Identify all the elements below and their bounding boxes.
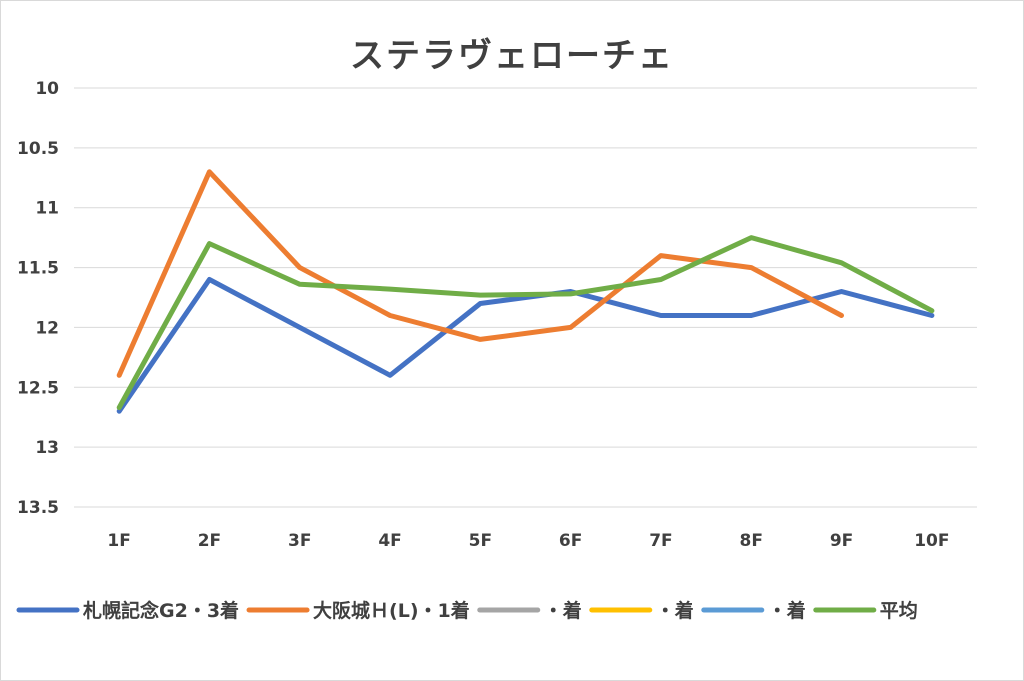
legend-label-0: 札幌記念G2・3着	[82, 599, 239, 622]
x-tick-label: 6F	[559, 531, 582, 551]
x-tick-label: 7F	[649, 531, 672, 551]
y-tick-label: 10	[35, 79, 59, 99]
x-tick-label: 5F	[469, 531, 492, 551]
legend-label-3: ・着	[656, 599, 694, 622]
gridlines	[74, 87, 977, 508]
x-tick-label: 9F	[830, 531, 853, 551]
legend-label-2: ・着	[544, 599, 582, 622]
chart-title: ステラヴェローチェ	[350, 36, 674, 76]
y-tick-label: 13	[35, 438, 59, 458]
legend-label-4: ・着	[768, 599, 806, 622]
y-tick-label: 11	[35, 199, 59, 219]
y-axis-ticks: 10 10.5 11 11.5 12 12.5 13 13.5	[17, 79, 59, 518]
legend: 札幌記念G2・3着 大阪城Ｈ(L)・1着 ・着 ・着 ・着 平均	[16, 599, 918, 622]
series-line-1	[116, 169, 844, 378]
x-tick-label: 4F	[378, 531, 401, 551]
y-tick-label: 12	[35, 318, 59, 338]
x-tick-label: 1F	[107, 531, 130, 551]
y-tick-label: 13.5	[17, 498, 59, 518]
x-tick-label: 2F	[198, 531, 221, 551]
y-tick-label: 12.5	[17, 378, 59, 398]
legend-label-1: 大阪城Ｈ(L)・1着	[313, 599, 470, 622]
x-tick-label: 8F	[740, 531, 763, 551]
legend-label-5: 平均	[880, 599, 918, 622]
series-lines	[116, 169, 935, 414]
y-tick-label: 10.5	[17, 139, 59, 159]
x-axis-ticks: 1F 2F 3F 4F 5F 6F 7F 8F 9F 10F	[107, 531, 949, 551]
series-line-0	[116, 277, 935, 414]
x-tick-label: 10F	[914, 531, 949, 551]
y-tick-label: 11.5	[17, 259, 59, 279]
series-line-5	[116, 235, 935, 411]
x-tick-label: 3F	[288, 531, 311, 551]
